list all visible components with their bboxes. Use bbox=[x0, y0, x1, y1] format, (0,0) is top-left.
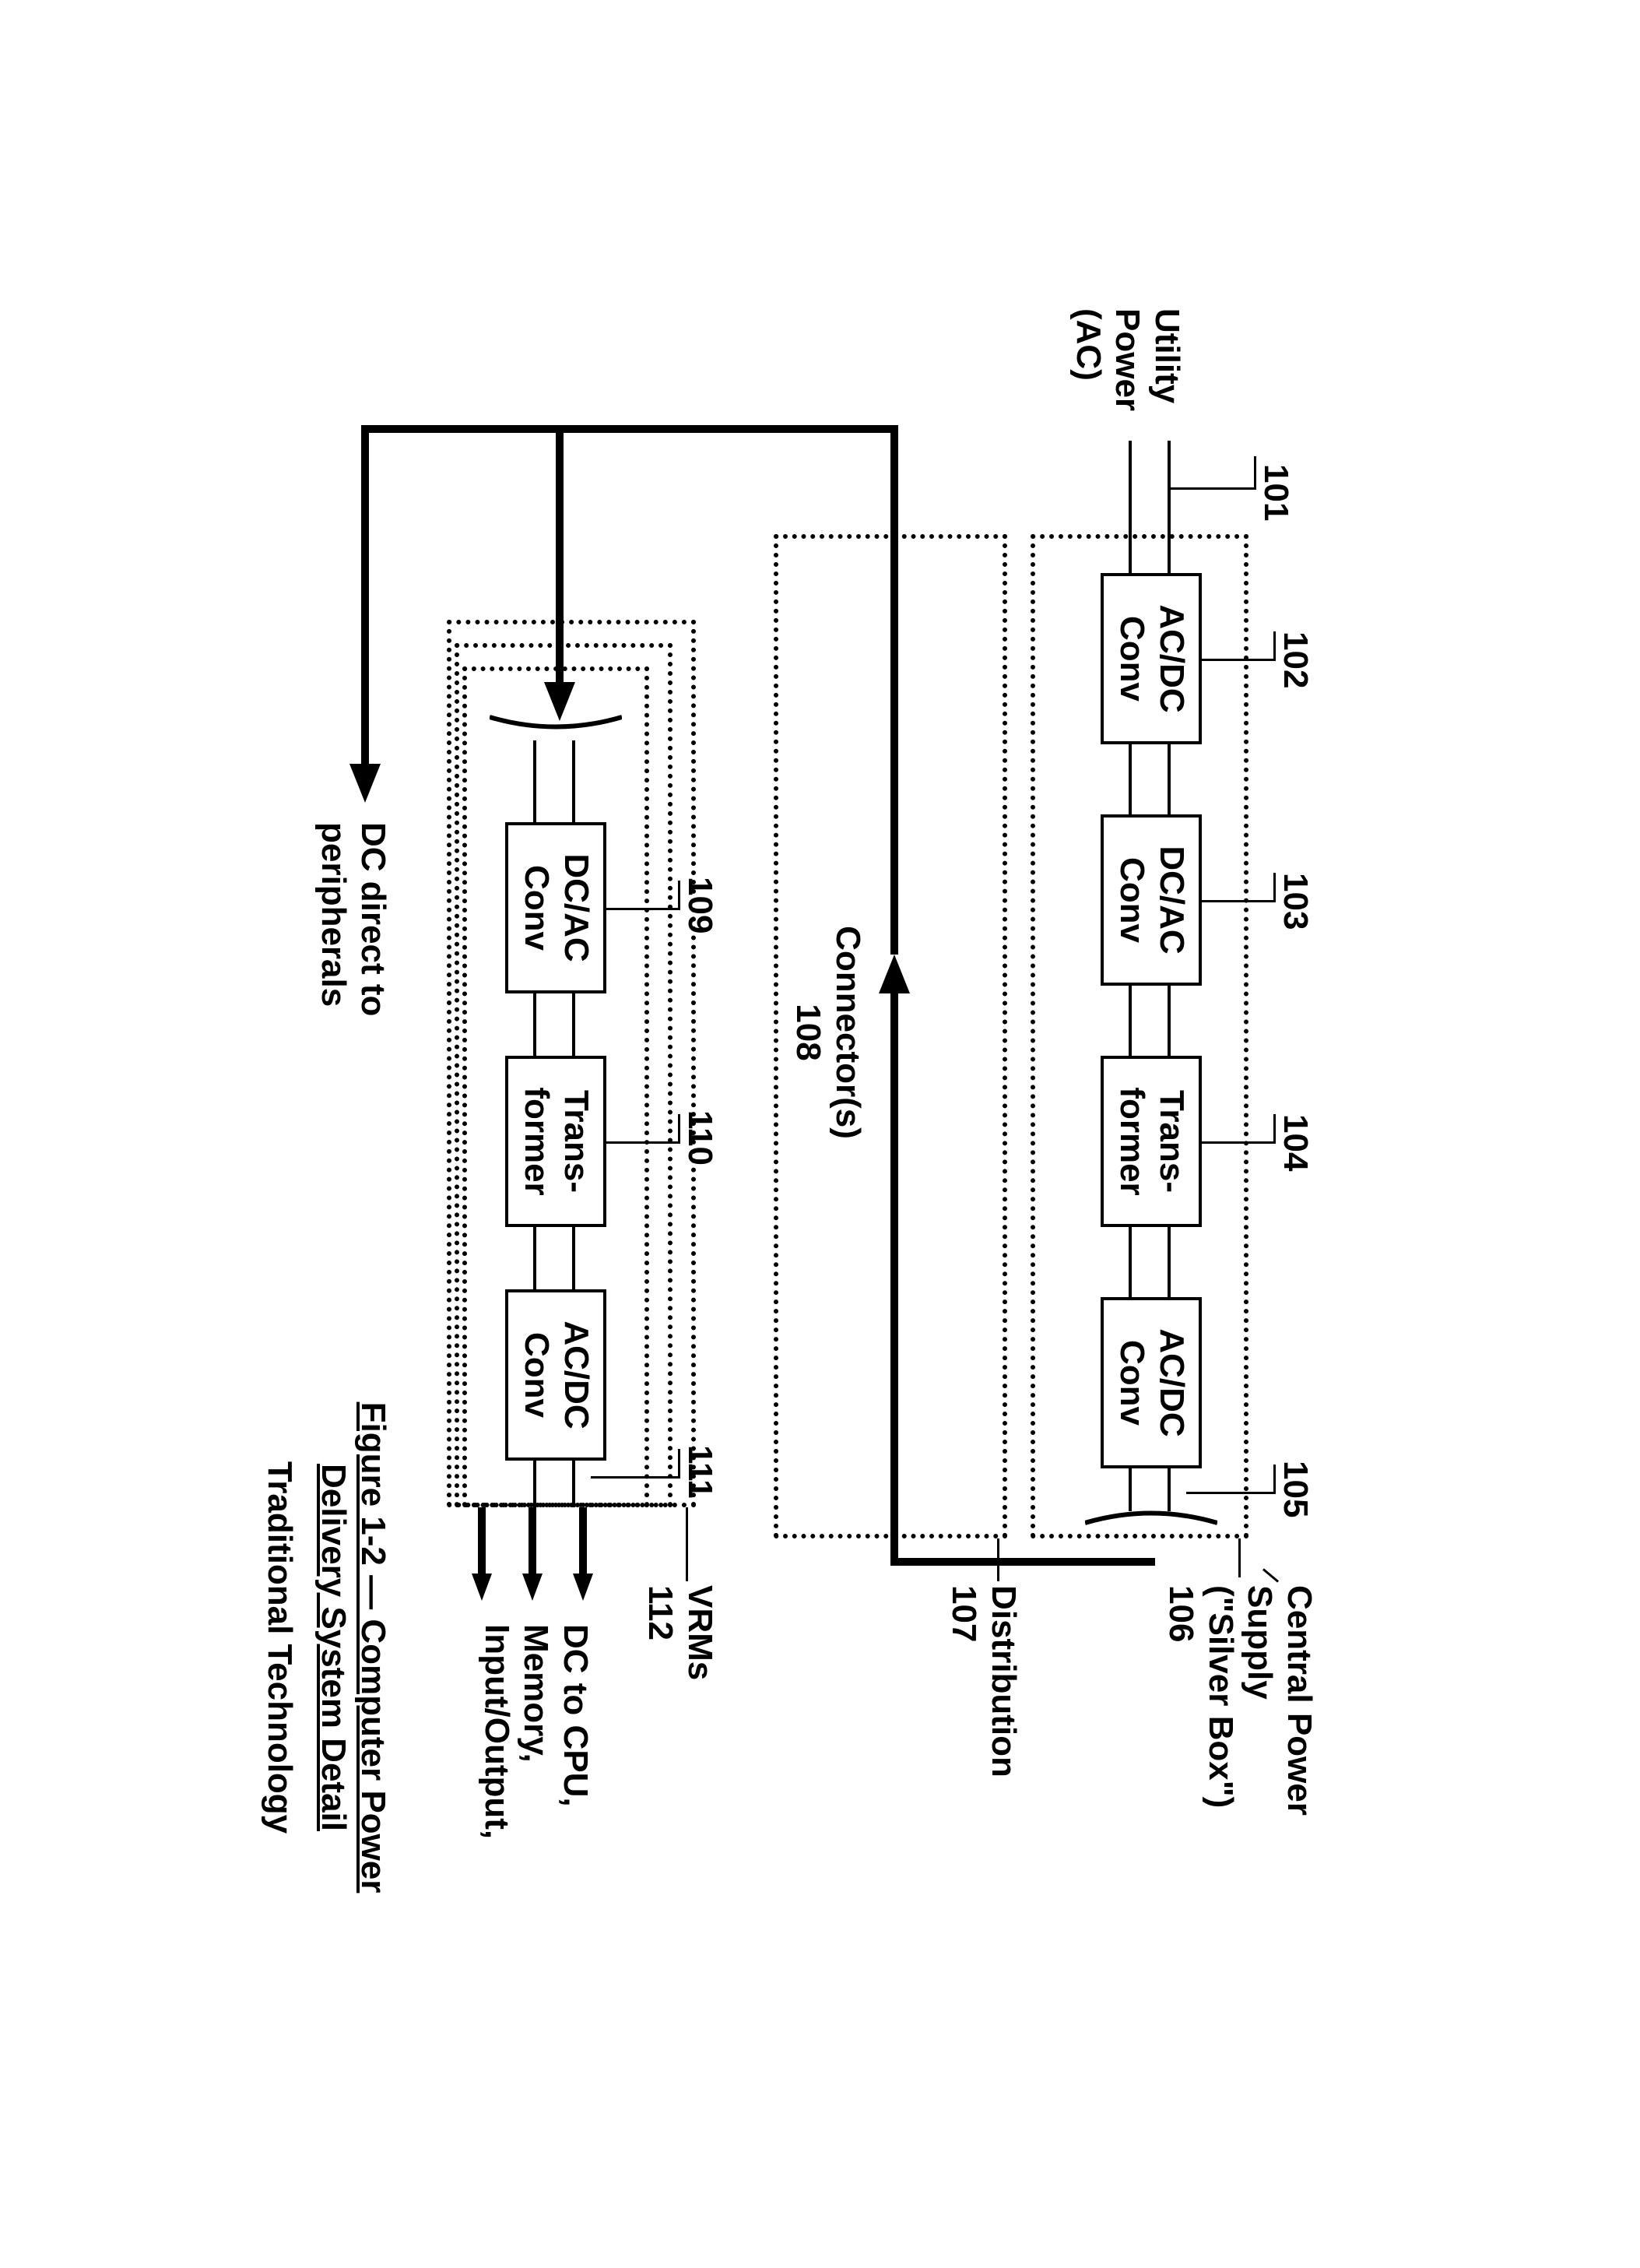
ref-101: 101 bbox=[1255, 464, 1295, 521]
rail bbox=[572, 1461, 575, 1507]
leader-104 bbox=[1202, 1141, 1276, 1144]
leader-106 bbox=[1262, 1568, 1279, 1582]
rail bbox=[1168, 744, 1171, 814]
rail bbox=[533, 1461, 536, 1507]
connector-arc-vrm bbox=[490, 709, 622, 740]
dist-path bbox=[890, 425, 898, 955]
rail bbox=[572, 740, 575, 822]
rail bbox=[572, 1227, 575, 1289]
dist-path bbox=[890, 1558, 1155, 1566]
central-ps-label: Central Power Supply ("Silver Box") 106 bbox=[1161, 1585, 1319, 1816]
vrm-out-arrow-1 bbox=[571, 1507, 595, 1601]
block-102: AC/DC Conv bbox=[1101, 573, 1202, 744]
leader-109 bbox=[606, 908, 680, 910]
dist-path bbox=[556, 425, 898, 433]
connector-arc-top bbox=[1085, 1500, 1217, 1531]
block-105: AC/DC Conv bbox=[1101, 1297, 1202, 1468]
dc-periph-label: DC direct to peripherals bbox=[314, 822, 392, 1016]
dist-path bbox=[890, 986, 898, 1566]
rail bbox=[1129, 1227, 1132, 1297]
rail bbox=[1168, 1227, 1171, 1297]
ref-109: 109 bbox=[680, 877, 719, 934]
rail bbox=[1168, 986, 1171, 1056]
rail bbox=[572, 993, 575, 1056]
leader-106 bbox=[1238, 1538, 1241, 1577]
dist-arrow-left bbox=[875, 955, 914, 993]
leader-103 bbox=[1202, 900, 1276, 902]
periph-arrow bbox=[346, 764, 385, 803]
rail bbox=[1129, 986, 1132, 1056]
ref-102: 102 bbox=[1275, 631, 1315, 688]
rail bbox=[533, 740, 536, 822]
leader-112 bbox=[686, 1507, 688, 1581]
figure-title: Figure 1-2 — Computer Power Delivery Sys… bbox=[314, 1367, 392, 1928]
block-111: AC/DC Conv bbox=[505, 1289, 606, 1461]
ref-104: 104 bbox=[1275, 1114, 1315, 1171]
vrm-out-arrow-3 bbox=[470, 1507, 493, 1601]
periph-path bbox=[361, 425, 369, 775]
rail bbox=[533, 993, 536, 1056]
block-104: Trans- former bbox=[1101, 1056, 1202, 1227]
distribution-label: Distribution 107 bbox=[944, 1585, 1023, 1777]
figure-subtitle: Traditional Technology bbox=[259, 1367, 299, 1928]
block-110: Trans- former bbox=[505, 1056, 606, 1227]
leader-102 bbox=[1202, 659, 1276, 661]
rail bbox=[533, 1227, 536, 1289]
diagram-canvas: Utility Power (AC) 101 Central Power Sup… bbox=[198, 277, 1443, 1990]
leader-101 bbox=[1171, 487, 1256, 490]
rail bbox=[1129, 744, 1132, 814]
leader-111 bbox=[591, 1476, 680, 1479]
leader-110 bbox=[606, 1141, 680, 1144]
utility-power-label: Utility Power (AC) bbox=[1068, 308, 1186, 411]
vrms-label: VRMs 112 bbox=[641, 1585, 719, 1680]
ref-110: 110 bbox=[680, 1110, 719, 1166]
leader-105 bbox=[1186, 1492, 1276, 1494]
ref-111: 111 bbox=[680, 1445, 719, 1499]
dc-out-label: DC to CPU, Memory, Input/Output, bbox=[476, 1624, 595, 1839]
vrm-out-arrow-2 bbox=[521, 1507, 544, 1601]
block-103: DC/AC Conv bbox=[1101, 814, 1202, 986]
periph-path bbox=[361, 425, 564, 433]
page: Utility Power (AC) 101 Central Power Sup… bbox=[0, 0, 1640, 2268]
connectors-label: Connector(s) 108 bbox=[788, 923, 867, 1141]
ref-103: 103 bbox=[1275, 873, 1315, 930]
ref-105: 105 bbox=[1275, 1461, 1315, 1517]
block-109: DC/AC Conv bbox=[505, 822, 606, 993]
